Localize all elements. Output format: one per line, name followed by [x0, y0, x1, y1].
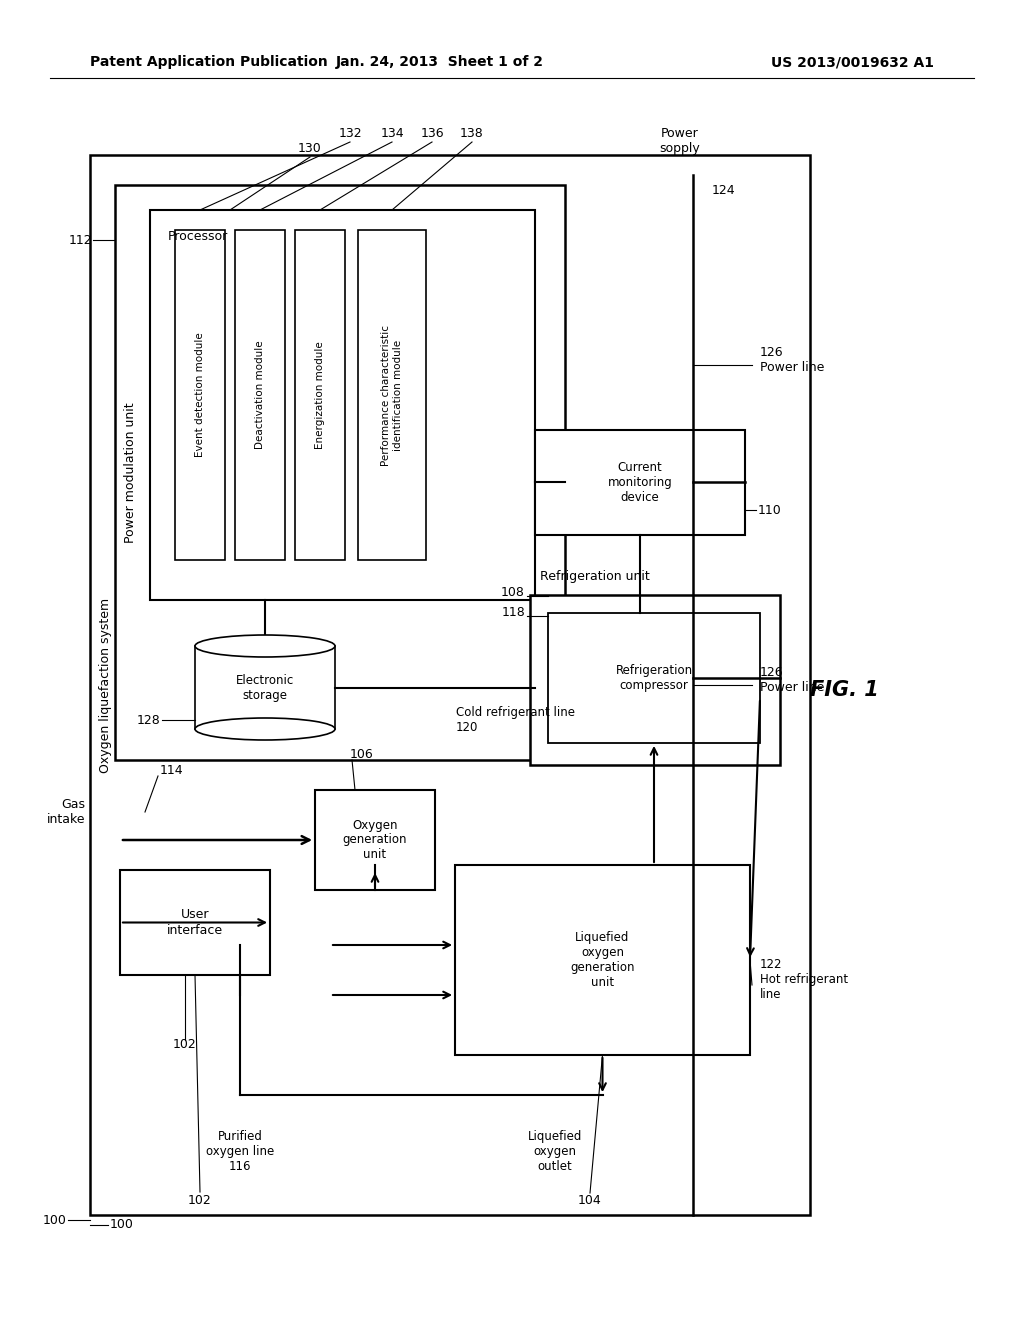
- Text: Power
sopply: Power sopply: [659, 127, 700, 154]
- Ellipse shape: [195, 718, 335, 741]
- Text: Cold refrigerant line
120: Cold refrigerant line 120: [456, 706, 575, 734]
- Text: 124: 124: [712, 183, 735, 197]
- Text: Energization module: Energization module: [315, 341, 325, 449]
- Text: Performance characteristic
identification module: Performance characteristic identificatio…: [381, 325, 402, 466]
- Text: 118: 118: [502, 606, 525, 619]
- Text: 132: 132: [338, 127, 361, 140]
- Text: US 2013/0019632 A1: US 2013/0019632 A1: [771, 55, 934, 69]
- Text: 126
Power line: 126 Power line: [760, 346, 824, 374]
- Text: 100: 100: [43, 1213, 67, 1226]
- Text: Current
monitoring
device: Current monitoring device: [607, 461, 673, 504]
- Text: 104: 104: [579, 1193, 602, 1206]
- Text: Refrigeration unit: Refrigeration unit: [540, 570, 650, 583]
- Text: 134: 134: [380, 127, 403, 140]
- Bar: [120, 870, 270, 975]
- Text: 138: 138: [460, 127, 484, 140]
- Bar: [115, 185, 565, 760]
- Bar: [530, 595, 780, 766]
- Text: 100: 100: [110, 1218, 134, 1232]
- Text: Power modulation unit: Power modulation unit: [125, 403, 137, 543]
- Bar: [548, 612, 760, 743]
- Text: Deactivation module: Deactivation module: [255, 341, 265, 449]
- Ellipse shape: [195, 635, 335, 657]
- Text: Electronic
storage: Electronic storage: [236, 673, 294, 701]
- Bar: [150, 210, 535, 601]
- Text: Patent Application Publication: Patent Application Publication: [90, 55, 328, 69]
- Text: FIG. 1: FIG. 1: [810, 680, 879, 700]
- Bar: [535, 430, 745, 535]
- Bar: [295, 230, 345, 560]
- Text: 128: 128: [136, 714, 160, 726]
- Text: User
interface: User interface: [167, 908, 223, 936]
- Text: 114: 114: [160, 763, 183, 776]
- Bar: [455, 865, 750, 1055]
- Text: 102: 102: [173, 1039, 197, 1052]
- Text: 126
Power line: 126 Power line: [760, 667, 824, 694]
- Bar: [175, 230, 225, 560]
- Text: Oxygen
generation
unit: Oxygen generation unit: [343, 818, 408, 862]
- Text: Event detection module: Event detection module: [195, 333, 205, 457]
- Text: 136: 136: [420, 127, 443, 140]
- Text: Liquefied
oxygen
outlet: Liquefied oxygen outlet: [527, 1130, 583, 1173]
- Text: Liquefied
oxygen
generation
unit: Liquefied oxygen generation unit: [570, 931, 635, 989]
- Text: Purified
oxygen line
116: Purified oxygen line 116: [206, 1130, 274, 1173]
- Bar: [195, 645, 335, 729]
- Text: Gas
intake: Gas intake: [46, 799, 85, 826]
- Bar: [315, 789, 435, 890]
- Text: 108: 108: [501, 586, 525, 598]
- Text: Jan. 24, 2013  Sheet 1 of 2: Jan. 24, 2013 Sheet 1 of 2: [336, 55, 544, 69]
- Text: Refrigeration
compressor: Refrigeration compressor: [615, 664, 692, 692]
- Bar: [234, 230, 285, 560]
- Text: 122
Hot refrigerant
line: 122 Hot refrigerant line: [760, 958, 848, 1002]
- Bar: [358, 230, 426, 560]
- Text: 102: 102: [188, 1193, 212, 1206]
- Text: Processor: Processor: [168, 230, 228, 243]
- Text: 110: 110: [758, 503, 781, 516]
- Text: 130: 130: [298, 143, 322, 154]
- Text: 112: 112: [69, 234, 92, 247]
- Text: Oxygen liquefaction system: Oxygen liquefaction system: [99, 598, 113, 772]
- Bar: [90, 154, 810, 1214]
- Text: 106: 106: [350, 748, 374, 762]
